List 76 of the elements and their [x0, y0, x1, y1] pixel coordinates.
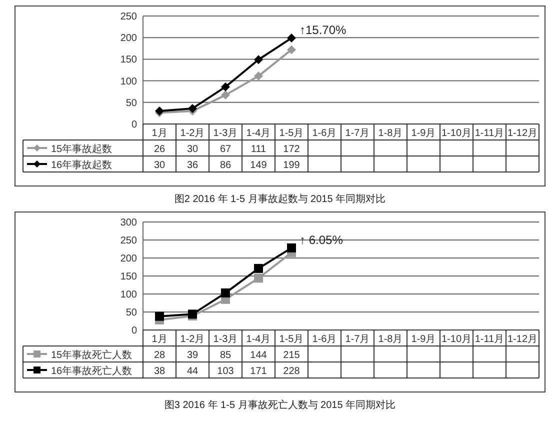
- x-tick-label: 1-6月: [312, 334, 337, 345]
- data-label: 26: [154, 144, 166, 155]
- text: 图3 2016 年 1-5 月事故死亡人数与 2015 年同期对比: [164, 399, 396, 411]
- data-label: 30: [154, 160, 166, 171]
- x-tick-label: 1-8月: [378, 128, 403, 139]
- x-tick-label: 1-8月: [378, 334, 403, 345]
- x-tick-label: 1-11月: [474, 128, 504, 139]
- y-tick-label: 150: [120, 272, 138, 282]
- data-label: 85: [220, 350, 232, 361]
- x-tick-label: 1-7月: [345, 334, 370, 345]
- data-label: 36: [186, 160, 198, 171]
- legend-label: 15年事故起数: [51, 143, 112, 155]
- point: [221, 90, 230, 100]
- x-tick-label: 1-10月: [441, 334, 472, 345]
- x-tick-label: 1-9月: [411, 128, 436, 139]
- x-tick-label: 1-4月: [246, 334, 271, 345]
- point: [287, 243, 296, 252]
- y-tick-label: 250: [120, 236, 138, 246]
- data-label: 172: [283, 144, 300, 155]
- x-tick-label: 1月: [152, 334, 168, 345]
- x-tick-label: 1月: [152, 128, 168, 139]
- data-label: 228: [283, 366, 300, 377]
- data-label: 149: [250, 160, 268, 171]
- y-tick-label: 100: [120, 290, 138, 300]
- data-label: 38: [154, 366, 166, 377]
- annotation: ↑15.70%: [300, 23, 347, 38]
- point: [254, 55, 263, 64]
- point: [254, 264, 263, 273]
- data-label: 86: [220, 160, 232, 171]
- text: 图2 2016 年 1-5 月事故起数与 2015 年同期对比: [174, 193, 386, 205]
- point: [254, 72, 263, 81]
- x-tick-label: 1-3月: [213, 334, 238, 345]
- point: [254, 274, 263, 283]
- y-tick-label: 50: [126, 308, 138, 318]
- data-label: 144: [250, 350, 268, 361]
- data-label: 111: [250, 144, 267, 155]
- data-label: 44: [186, 366, 198, 377]
- x-tick-label: 1-6月: [312, 128, 337, 139]
- point: [287, 34, 296, 43]
- x-tick-label: 1-10月: [441, 128, 472, 139]
- data-label: 39: [186, 350, 198, 361]
- data-label: 103: [217, 366, 234, 377]
- data-label: 171: [250, 366, 268, 377]
- data-label: 67: [220, 144, 232, 155]
- y-tick-label: 200: [120, 254, 138, 264]
- y-tick-label: 100: [120, 76, 138, 88]
- point: [221, 82, 230, 92]
- y-tick-label: 0: [131, 326, 138, 336]
- x-tick-label: 1-5月: [279, 334, 304, 345]
- x-tick-label: 1-5月: [279, 128, 304, 139]
- legend-label: 16年事故死亡人数: [51, 365, 132, 377]
- x-tick-label: 1-12月: [507, 334, 538, 345]
- x-tick-label: 1-2月: [180, 128, 205, 139]
- data-label: 199: [283, 160, 300, 171]
- point: [221, 288, 230, 298]
- legend-label: 16年事故起数: [51, 159, 112, 171]
- y-tick-label: 250: [120, 12, 138, 22]
- y-tick-label: 150: [120, 54, 138, 66]
- data-label: 30: [186, 144, 198, 155]
- data-label: 215: [283, 350, 300, 361]
- x-tick-label: 1-4月: [246, 128, 271, 139]
- legend-label: 15年事故死亡人数: [51, 349, 132, 361]
- x-tick-label: 1-7月: [345, 128, 370, 139]
- y-tick-label: 300: [120, 218, 138, 228]
- point: [188, 104, 197, 113]
- y-tick-label: 200: [120, 33, 138, 44]
- y-tick-label: 50: [126, 98, 138, 109]
- point: [287, 45, 296, 54]
- point: [155, 312, 164, 321]
- data-label: 28: [154, 350, 166, 361]
- x-tick-label: 1-12月: [507, 128, 538, 139]
- x-tick-label: 1-3月: [213, 128, 238, 139]
- x-tick-label: 1-2月: [180, 334, 205, 345]
- x-tick-label: 1-9月: [411, 334, 436, 345]
- y-tick-label: 0: [131, 120, 138, 130]
- x-tick-label: 1-11月: [474, 334, 504, 345]
